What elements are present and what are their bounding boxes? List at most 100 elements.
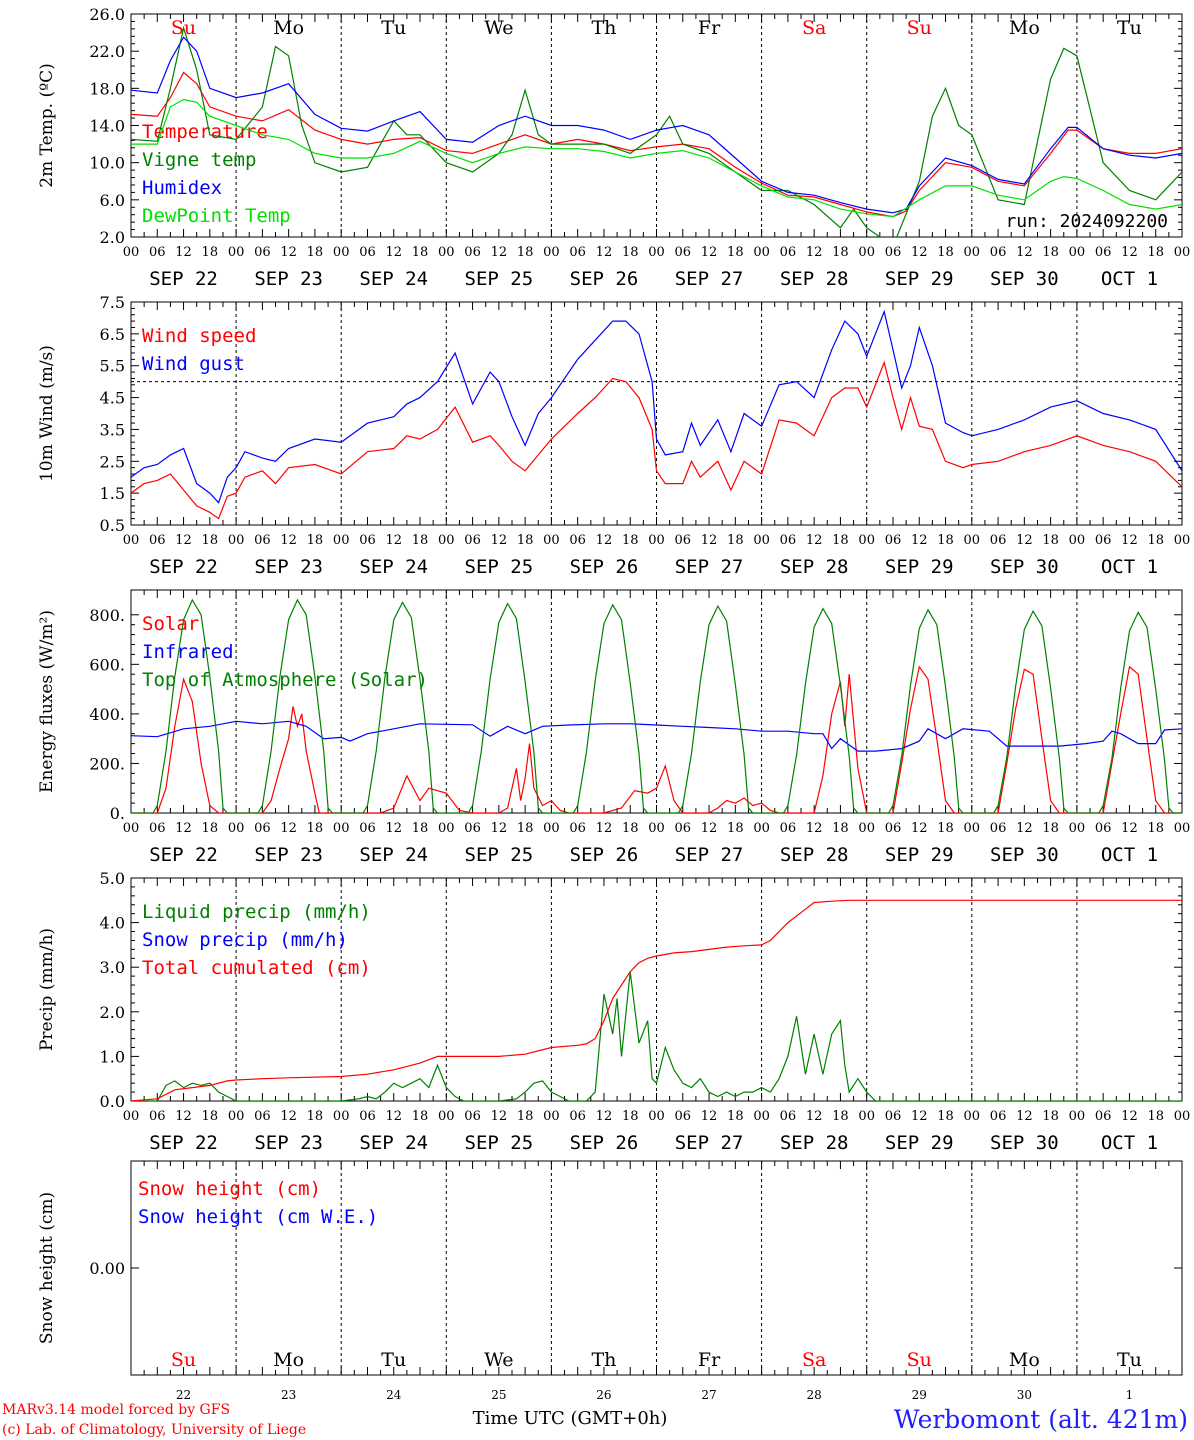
x-hour-label: 00 bbox=[438, 245, 455, 260]
x-hour-label: 06 bbox=[569, 821, 586, 836]
x-date-label: SEP 30 bbox=[990, 1132, 1059, 1154]
x-hour-label: 06 bbox=[1095, 533, 1112, 548]
x-hour-label: 18 bbox=[412, 1109, 429, 1124]
x-hour-label: 00 bbox=[753, 821, 770, 836]
x-hour-label: 06 bbox=[780, 533, 797, 548]
x-hour-label: 00 bbox=[1069, 533, 1086, 548]
x-hour-label: 00 bbox=[858, 533, 875, 548]
x-hour-label: 18 bbox=[1042, 245, 1059, 260]
x-date-label: SEP 27 bbox=[675, 1132, 744, 1154]
x-hour-label: 06 bbox=[149, 1109, 166, 1124]
x-hour-label: 06 bbox=[464, 821, 481, 836]
x-date-label: SEP 25 bbox=[465, 268, 534, 290]
chart-panel-5: 0.00 Snow height (cm) Snow height (cm) Snow… bbox=[37, 1160, 1183, 1402]
x-hour-label: 06 bbox=[149, 821, 166, 836]
footer-lab-credit: (c) Lab. of Climatology, University of L… bbox=[2, 1422, 306, 1438]
y-tick-label: 2.0 bbox=[100, 1003, 125, 1022]
x-hour-label: 18 bbox=[937, 533, 954, 548]
chart-panel-2: 0.5 1.5 2.5 3.5 4.5 5.5 6.5 7.5 10m Wind (m/s) Wi… bbox=[37, 293, 1190, 578]
y-tick-label: 0.5 bbox=[100, 516, 125, 535]
x-hour-label: 06 bbox=[569, 533, 586, 548]
x-hour-label: 00 bbox=[648, 821, 665, 836]
x-hour-label: 06 bbox=[359, 533, 376, 548]
day-number-label: 29 bbox=[912, 1388, 927, 1402]
legend-entry: Snow precip (mm/h) bbox=[142, 929, 348, 951]
x-date-label: SEP 26 bbox=[570, 556, 639, 578]
x-date-label: SEP 22 bbox=[149, 1132, 218, 1154]
x-hour-label: 00 bbox=[228, 821, 245, 836]
x-hour-label: 00 bbox=[333, 533, 350, 548]
legend-entry: Liquid precip (mm/h) bbox=[142, 901, 371, 923]
x-date-label: SEP 23 bbox=[254, 1132, 323, 1154]
y-tick-label: 14.0 bbox=[89, 117, 125, 136]
x-date-label: SEP 26 bbox=[570, 268, 639, 290]
x-hour-label: 18 bbox=[1147, 533, 1164, 548]
series-line-infrared bbox=[131, 720, 1182, 752]
x-hour-label: 06 bbox=[990, 821, 1007, 836]
day-of-week-label: Su bbox=[907, 1349, 932, 1371]
x-hour-label: 18 bbox=[832, 533, 849, 548]
x-hour-label: 12 bbox=[1016, 1109, 1033, 1124]
footer-model-credit: MARv3.14 model forced by GFS bbox=[2, 1402, 230, 1418]
x-date-label: SEP 28 bbox=[780, 844, 849, 866]
x-hour-label: 18 bbox=[832, 821, 849, 836]
x-hour-label: 12 bbox=[911, 533, 928, 548]
x-hour-label: 12 bbox=[491, 245, 508, 260]
x-hour-label: 18 bbox=[1042, 533, 1059, 548]
y-tick-label: 2.0 bbox=[100, 228, 125, 247]
x-hour-label: 00 bbox=[1069, 821, 1086, 836]
y-tick-label: 7.5 bbox=[100, 293, 125, 312]
x-hour-label: 06 bbox=[675, 245, 692, 260]
x-hour-label: 00 bbox=[543, 1109, 560, 1124]
x-date-label: SEP 26 bbox=[570, 844, 639, 866]
series-line-total-cumulated-cm bbox=[131, 899, 1182, 1101]
x-hour-label: 00 bbox=[123, 821, 140, 836]
day-of-week-label: Tu bbox=[381, 17, 406, 39]
x-hour-label: 12 bbox=[596, 1109, 613, 1124]
x-hour-label: 00 bbox=[753, 1109, 770, 1124]
x-hour-label: 00 bbox=[964, 245, 981, 260]
y-tick-label: 1.5 bbox=[100, 484, 125, 503]
x-hour-label: 00 bbox=[543, 533, 560, 548]
y-tick-label: 4.0 bbox=[100, 914, 125, 933]
x-hour-label: 18 bbox=[412, 245, 429, 260]
x-hour-label: 12 bbox=[280, 821, 297, 836]
y-tick-label: 1.0 bbox=[100, 1047, 125, 1066]
x-hour-label: 18 bbox=[937, 1109, 954, 1124]
x-hour-label: 00 bbox=[648, 533, 665, 548]
day-of-week-label: Tu bbox=[381, 1349, 406, 1371]
x-hour-label: 12 bbox=[1016, 245, 1033, 260]
x-date-label: SEP 26 bbox=[570, 1132, 639, 1154]
x-date-label: SEP 24 bbox=[359, 844, 428, 866]
x-hour-label: 00 bbox=[333, 821, 350, 836]
x-hour-label: 00 bbox=[1174, 245, 1191, 260]
day-of-week-label: Su bbox=[171, 17, 196, 39]
chart-panel-4: 0.0 1.0 2.0 3.0 4.0 5.0 Precip (mm/h) Liquid pr… bbox=[37, 869, 1190, 1154]
x-hour-label: 12 bbox=[806, 1109, 823, 1124]
x-hour-label: 06 bbox=[780, 245, 797, 260]
x-hour-label: 18 bbox=[1042, 1109, 1059, 1124]
x-hour-label: 12 bbox=[1121, 533, 1138, 548]
x-hour-label: 06 bbox=[885, 533, 902, 548]
x-hour-label: 00 bbox=[438, 1109, 455, 1124]
y-tick-label: 5.5 bbox=[100, 357, 125, 376]
x-hour-label: 12 bbox=[806, 533, 823, 548]
day-of-week-label: Sa bbox=[802, 1349, 826, 1371]
x-hour-label: 00 bbox=[1174, 821, 1191, 836]
x-hour-label: 12 bbox=[491, 533, 508, 548]
day-number-label: 25 bbox=[491, 1388, 506, 1402]
x-hour-label: 12 bbox=[1121, 1109, 1138, 1124]
x-hour-label: 06 bbox=[464, 533, 481, 548]
x-hour-label: 12 bbox=[1121, 821, 1138, 836]
x-date-label: OCT 1 bbox=[1101, 844, 1158, 866]
legend-entry: Infrared bbox=[142, 641, 234, 663]
y-tick-label: 400. bbox=[89, 705, 125, 724]
x-hour-label: 18 bbox=[412, 533, 429, 548]
x-hour-label: 00 bbox=[1069, 1109, 1086, 1124]
y-axis-label: 2m Temp. (ºC) bbox=[37, 63, 57, 188]
x-date-label: SEP 29 bbox=[885, 268, 954, 290]
y-tick-label: 2.5 bbox=[100, 452, 125, 471]
x-hour-label: 18 bbox=[1042, 821, 1059, 836]
x-hour-label: 12 bbox=[911, 245, 928, 260]
